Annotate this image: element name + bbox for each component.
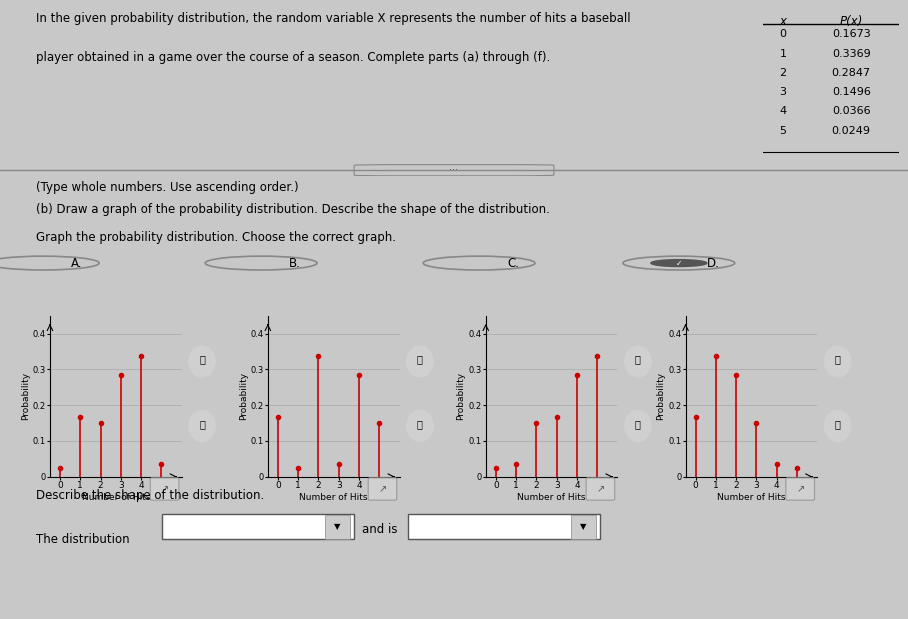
Text: 0.1496: 0.1496 — [832, 87, 871, 97]
Text: (Type whole numbers. Use ascending order.): (Type whole numbers. Use ascending order… — [36, 181, 299, 194]
Y-axis label: Probability: Probability — [656, 372, 666, 420]
Circle shape — [189, 410, 215, 441]
FancyBboxPatch shape — [324, 515, 350, 539]
Text: ▼: ▼ — [334, 522, 340, 531]
Text: 4: 4 — [780, 106, 786, 116]
FancyBboxPatch shape — [162, 514, 354, 539]
Text: ↗: ↗ — [379, 484, 387, 494]
FancyBboxPatch shape — [369, 478, 397, 500]
Text: 🔍: 🔍 — [834, 355, 841, 365]
Text: In the given probability distribution, the random variable X represents the numb: In the given probability distribution, t… — [36, 12, 631, 25]
FancyBboxPatch shape — [571, 515, 596, 539]
X-axis label: Number of Hits: Number of Hits — [300, 493, 368, 501]
Text: ↗: ↗ — [161, 484, 169, 494]
Circle shape — [625, 346, 651, 377]
Text: 0.3369: 0.3369 — [832, 49, 871, 59]
Circle shape — [651, 259, 706, 267]
Text: 3: 3 — [780, 87, 786, 97]
Text: 0.0366: 0.0366 — [832, 106, 871, 116]
Circle shape — [189, 346, 215, 377]
Text: A.: A. — [71, 256, 83, 270]
Text: P(x): P(x) — [840, 15, 863, 28]
Text: 🔍: 🔍 — [834, 419, 841, 429]
Circle shape — [625, 410, 651, 441]
Text: 🔍: 🔍 — [635, 355, 641, 365]
Text: 🔍: 🔍 — [199, 355, 205, 365]
Text: 0: 0 — [780, 30, 786, 40]
Text: 5: 5 — [780, 126, 786, 136]
X-axis label: Number of Hits: Number of Hits — [717, 493, 785, 501]
FancyBboxPatch shape — [408, 514, 600, 539]
Text: Graph the probability distribution. Choose the correct graph.: Graph the probability distribution. Choo… — [36, 231, 396, 244]
Y-axis label: Probability: Probability — [239, 372, 248, 420]
Text: D.: D. — [706, 256, 720, 270]
Text: ✓: ✓ — [676, 259, 682, 267]
Text: 0.1673: 0.1673 — [832, 30, 871, 40]
Text: player obtained in a game over the course of a season. Complete parts (a) throug: player obtained in a game over the cours… — [36, 51, 550, 64]
FancyBboxPatch shape — [150, 478, 179, 500]
Text: x: x — [780, 15, 786, 28]
Y-axis label: Probability: Probability — [21, 372, 30, 420]
X-axis label: Number of Hits: Number of Hits — [82, 493, 150, 501]
Circle shape — [407, 346, 433, 377]
X-axis label: Number of Hits: Number of Hits — [518, 493, 586, 501]
Text: 2: 2 — [780, 68, 786, 78]
Text: Describe the shape of the distribution.: Describe the shape of the distribution. — [36, 489, 264, 502]
Text: 🔍: 🔍 — [417, 355, 423, 365]
FancyBboxPatch shape — [354, 165, 554, 176]
Circle shape — [824, 410, 851, 441]
Circle shape — [824, 346, 851, 377]
Text: B.: B. — [289, 256, 301, 270]
Text: 0.0249: 0.0249 — [832, 126, 871, 136]
Text: The distribution: The distribution — [36, 533, 130, 547]
Text: 🔍: 🔍 — [635, 419, 641, 429]
Text: 🔍: 🔍 — [199, 419, 205, 429]
Text: ···: ··· — [449, 165, 459, 175]
Text: (b) Draw a graph of the probability distribution. Describe the shape of the dist: (b) Draw a graph of the probability dist… — [36, 203, 550, 217]
Text: ↗: ↗ — [597, 484, 605, 494]
Text: ↗: ↗ — [796, 484, 804, 494]
Text: C.: C. — [507, 256, 519, 270]
FancyBboxPatch shape — [587, 478, 615, 500]
Y-axis label: Probability: Probability — [457, 372, 466, 420]
Text: and is: and is — [362, 523, 398, 536]
Text: 0.2847: 0.2847 — [832, 68, 871, 78]
Text: 🔍: 🔍 — [417, 419, 423, 429]
Text: 1: 1 — [780, 49, 786, 59]
Circle shape — [407, 410, 433, 441]
Text: ▼: ▼ — [580, 522, 587, 531]
FancyBboxPatch shape — [786, 478, 814, 500]
